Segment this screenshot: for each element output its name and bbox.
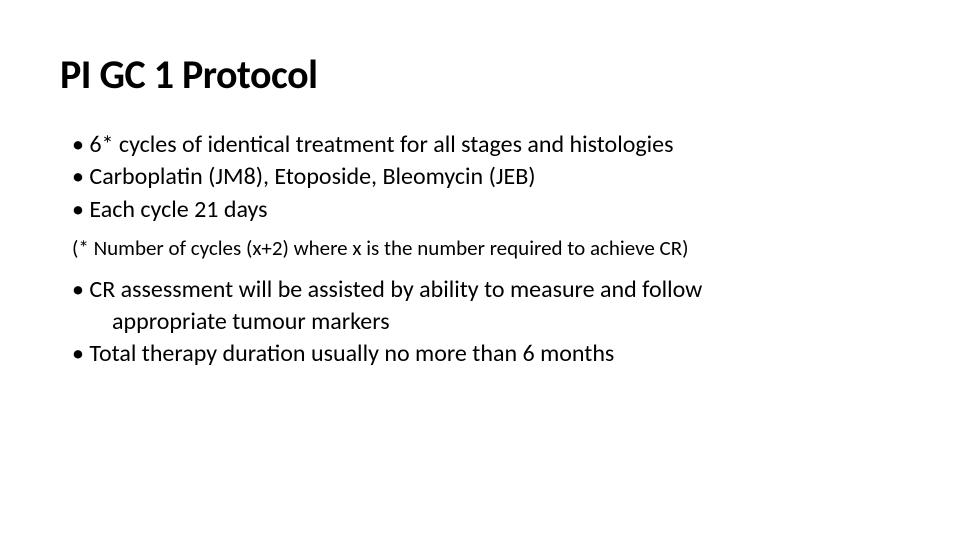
bullet-group-2: CR assessment will be assisted by abilit… [60, 274, 900, 371]
bullet-group-1: 6* cycles of identical treatment for all… [60, 129, 900, 226]
slide-container: PI GC 1 Protocol 6* cycles of identical … [0, 0, 960, 540]
footnote-cycles: (* Number of cycles (x+2) where x is the… [72, 234, 900, 263]
bullet-duration: Total therapy duration usually no more t… [68, 338, 900, 370]
bullet-cr-assessment-line2: appropriate tumour markers [68, 306, 900, 338]
bullet-cycle-length: Each cycle 21 days [68, 194, 900, 226]
slide-title: PI GC 1 Protocol [60, 50, 900, 99]
bullet-drugs: Carboplatin (JM8), Etoposide, Bleomycin … [68, 161, 900, 193]
bullet-cycles: 6* cycles of identical treatment for all… [68, 129, 900, 161]
bullet-cr-assessment-line1: CR assessment will be assisted by abilit… [68, 274, 900, 306]
